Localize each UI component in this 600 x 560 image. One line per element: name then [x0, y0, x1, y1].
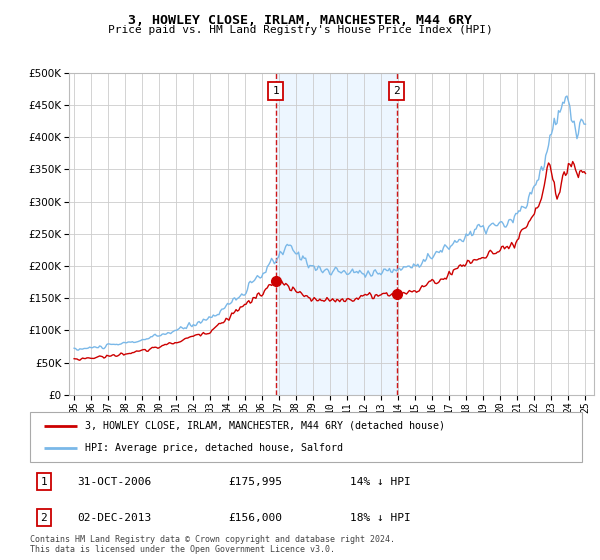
- FancyBboxPatch shape: [30, 412, 582, 462]
- Text: 18% ↓ HPI: 18% ↓ HPI: [350, 513, 411, 523]
- Text: £156,000: £156,000: [229, 513, 283, 523]
- Text: HPI: Average price, detached house, Salford: HPI: Average price, detached house, Salf…: [85, 443, 343, 453]
- Text: 31-OCT-2006: 31-OCT-2006: [77, 477, 151, 487]
- Bar: [276, 73, 397, 395]
- Text: £175,995: £175,995: [229, 477, 283, 487]
- Text: 3, HOWLEY CLOSE, IRLAM, MANCHESTER, M44 6RY: 3, HOWLEY CLOSE, IRLAM, MANCHESTER, M44 …: [128, 14, 472, 27]
- Text: Contains HM Land Registry data © Crown copyright and database right 2024.
This d: Contains HM Land Registry data © Crown c…: [30, 535, 395, 554]
- Text: 1: 1: [272, 86, 279, 96]
- Text: 2: 2: [393, 86, 400, 96]
- Text: 14% ↓ HPI: 14% ↓ HPI: [350, 477, 411, 487]
- Text: 3, HOWLEY CLOSE, IRLAM, MANCHESTER, M44 6RY (detached house): 3, HOWLEY CLOSE, IRLAM, MANCHESTER, M44 …: [85, 421, 445, 431]
- Text: Price paid vs. HM Land Registry's House Price Index (HPI): Price paid vs. HM Land Registry's House …: [107, 25, 493, 35]
- Text: 1: 1: [40, 477, 47, 487]
- Text: 2: 2: [40, 513, 47, 523]
- Text: 02-DEC-2013: 02-DEC-2013: [77, 513, 151, 523]
